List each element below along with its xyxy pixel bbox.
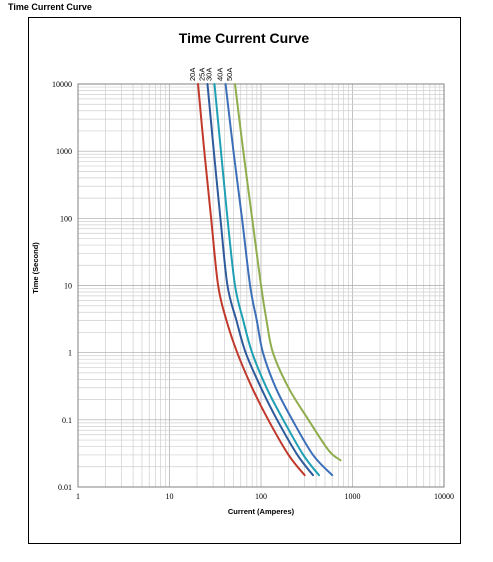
series-line-50a	[234, 83, 342, 462]
x-axis-label: Current (Amperes)	[228, 507, 295, 516]
x-tick-label: 10000	[434, 492, 454, 501]
x-tick-label: 100	[255, 492, 267, 501]
y-tick-label: 1000	[56, 147, 72, 156]
series-label-40a: 40A	[216, 68, 225, 81]
series-label-50a: 50A	[225, 68, 234, 81]
y-tick-label: 0.1	[62, 416, 72, 425]
series-line-30a	[213, 83, 320, 477]
x-tick-label: 1000	[345, 492, 361, 501]
tick-labels: 1 10 100 1000 10000 10000 1000 100 10 1 0.1 0.01	[52, 80, 454, 501]
series-line-20a	[197, 83, 306, 477]
y-tick-label: 10000	[52, 80, 72, 89]
y-tick-label: 100	[60, 214, 72, 223]
plot-area-border	[77, 83, 445, 488]
y-tick-label: 0.01	[58, 483, 72, 492]
series-line-25a	[206, 83, 314, 477]
grid	[78, 84, 444, 487]
x-tick-label: 1	[76, 492, 80, 501]
series-label-20a: 20A	[188, 68, 197, 81]
series-line-40a	[224, 83, 334, 477]
series-label-25a: 25A	[198, 68, 207, 81]
page-heading: Time Current Curve	[8, 2, 92, 12]
series-label-30a: 30A	[205, 68, 214, 81]
y-tick-label: 1	[68, 349, 72, 358]
y-tick-label: 10	[64, 282, 72, 291]
chart-title: Time Current Curve	[179, 30, 310, 46]
series-lines	[197, 83, 342, 477]
chart-frame	[28, 17, 461, 544]
x-tick-label: 10	[166, 492, 174, 501]
y-axis-label: Time (Second)	[31, 242, 40, 294]
